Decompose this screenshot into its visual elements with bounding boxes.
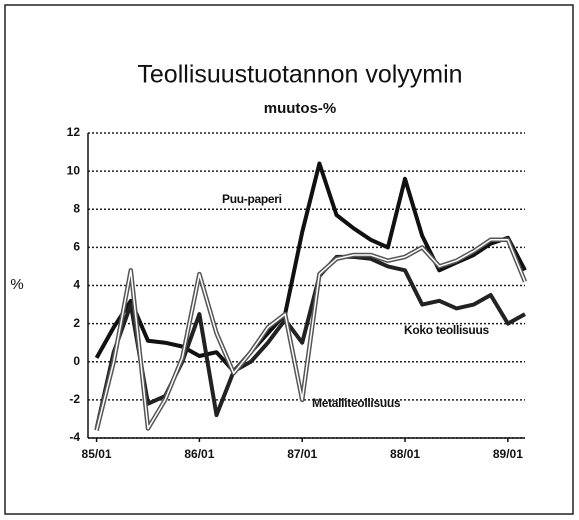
series-line-inner xyxy=(95,239,526,431)
x-tick-label: 88/01 xyxy=(390,447,420,461)
y-tick-label: 6 xyxy=(73,240,80,254)
y-tick-label: -2 xyxy=(69,392,80,406)
series-label: Puu-paperi xyxy=(222,192,282,206)
y-tick-label: -4 xyxy=(69,430,80,444)
frame xyxy=(4,4,574,515)
y-tick-label: 2 xyxy=(73,316,80,330)
y-tick-label: 8 xyxy=(73,201,80,215)
series-label: Metalliteollisuus xyxy=(312,396,401,410)
y-axis-label: % xyxy=(10,276,23,293)
x-tick-label: 87/01 xyxy=(287,447,317,461)
x-tick-label: 85/01 xyxy=(82,447,112,461)
series-label: Koko teollisuus xyxy=(404,323,489,337)
y-tick-label: 0 xyxy=(73,354,80,368)
chart-title: Teollisuustuotannon volyymin xyxy=(137,61,462,89)
y-tick-label: 4 xyxy=(73,278,80,292)
y-tick-label: 10 xyxy=(67,163,81,177)
y-tick-label: 12 xyxy=(67,125,81,139)
x-tick-label: 89/01 xyxy=(493,447,523,461)
x-tick-label: 86/01 xyxy=(184,447,214,461)
chart-subtitle: muutos-% xyxy=(264,100,337,117)
